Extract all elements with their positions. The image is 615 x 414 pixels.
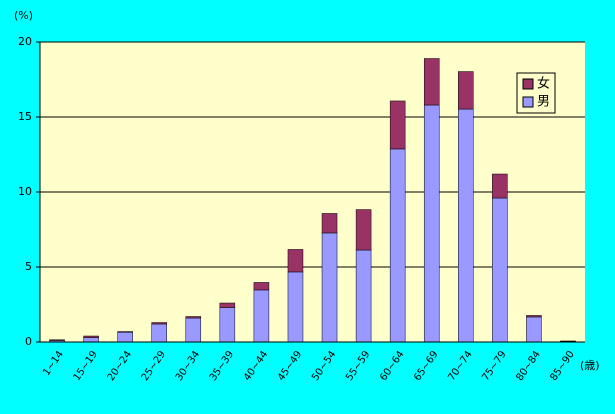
x-tick-label: 65~69 [412, 349, 440, 383]
x-unit-label: (歳) [580, 359, 600, 372]
bar-segment [492, 173, 508, 199]
x-tick-label: 25~29 [140, 349, 168, 383]
bar-segment [117, 332, 133, 343]
bar-segment [117, 331, 133, 333]
x-tick-label: 55~59 [344, 349, 372, 383]
legend-label: 女 [537, 76, 550, 92]
bar-segment [185, 316, 202, 319]
x-tick-label: 50~54 [310, 349, 338, 383]
bar-segment [151, 323, 167, 343]
bar-segment [492, 197, 508, 343]
bar-segment [83, 335, 99, 338]
bar-segment [219, 302, 236, 308]
bar-segment [355, 209, 372, 251]
bar-segment [287, 249, 304, 273]
bar-segment [253, 289, 270, 343]
bar-segment [458, 71, 474, 110]
x-tick-label: 45~49 [276, 349, 304, 383]
x-tick-label: 20~24 [106, 349, 134, 383]
x-tick-label: 35~39 [208, 349, 236, 383]
x-tick-label: 75~79 [480, 349, 508, 383]
bar-segment [321, 232, 338, 343]
bar-segment [185, 317, 202, 343]
bar-segment [389, 100, 406, 150]
bar-segment [389, 148, 406, 343]
y-tick-label: 20 [18, 35, 32, 48]
x-tick-label: 40~44 [242, 349, 270, 383]
x-tick-label: 1~14 [41, 349, 66, 378]
y-unit-label: (%) [14, 9, 33, 22]
y-tick-label: 10 [18, 185, 32, 198]
y-tick-label: 15 [18, 110, 32, 123]
legend-swatch [522, 96, 534, 108]
bar-segment [526, 316, 542, 343]
x-tick-label: 60~64 [378, 349, 406, 383]
y-tick-label: 5 [25, 260, 32, 273]
x-tick-label: 70~74 [446, 349, 474, 383]
bar-segment [253, 282, 270, 291]
bar-segment [355, 249, 372, 343]
bar-segment [321, 213, 338, 234]
x-tick-label: 15~19 [72, 349, 100, 383]
legend-swatch [522, 78, 534, 90]
legend-label: 男 [537, 95, 550, 110]
y-tick-label: 0 [25, 335, 32, 348]
bar-segment [49, 339, 65, 341]
bar-segment [458, 108, 474, 343]
bar-segment [151, 322, 167, 325]
bar-segment [287, 271, 304, 343]
x-tick-label: 80~84 [514, 349, 542, 383]
bar-segment [219, 307, 236, 343]
bar-segment [423, 58, 440, 106]
bar-segment [423, 104, 440, 343]
x-tick-label: 85~90 [548, 349, 576, 383]
x-tick-label: 30~34 [174, 349, 202, 383]
bar-segment [83, 337, 99, 343]
bar-segment [526, 315, 542, 318]
legend-box [516, 72, 556, 114]
